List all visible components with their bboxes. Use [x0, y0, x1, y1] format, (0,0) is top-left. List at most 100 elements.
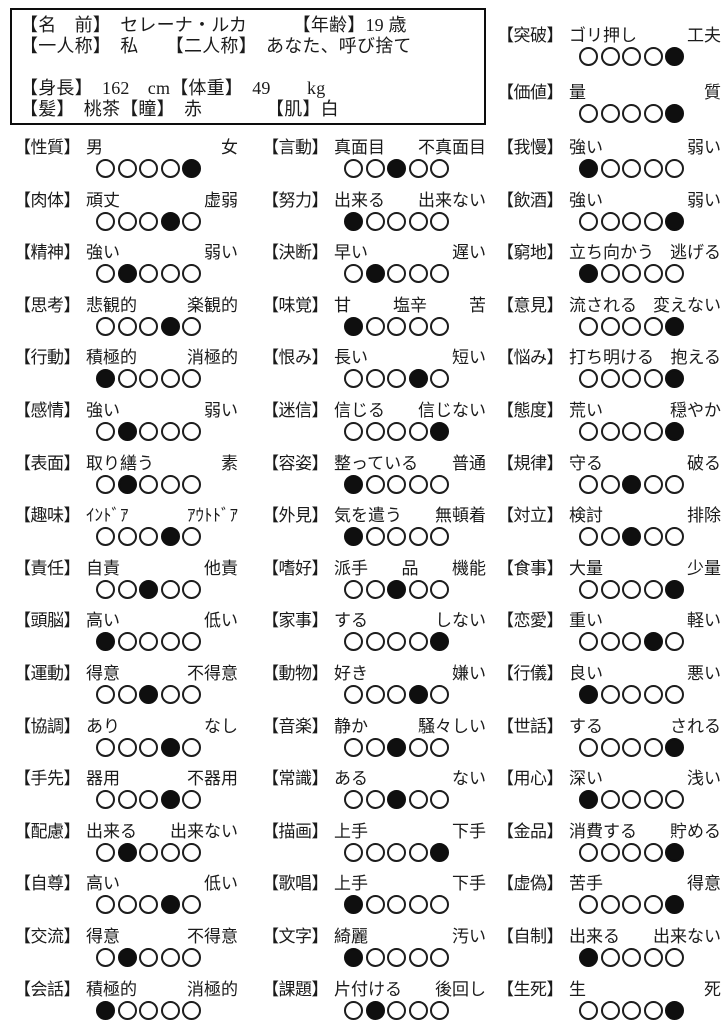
rating-scale — [579, 421, 721, 441]
trait-scale-words: 検討 排除 — [569, 506, 721, 526]
rating-dot-empty-icon — [665, 632, 684, 652]
rating-dot-empty-icon — [96, 737, 115, 757]
rating-dot-empty-icon — [365, 737, 385, 757]
rating-dot-empty-icon — [600, 103, 620, 123]
trait-word: 強い — [86, 400, 120, 420]
trait-label: 【自制】 — [497, 926, 564, 946]
rating-dot-empty-icon — [182, 421, 201, 441]
rating-dot-empty-icon — [622, 1000, 641, 1020]
trait-scale: ゴリ押し 工夫 — [569, 26, 721, 66]
trait-row: 【動物】 好き 嫌い — [262, 664, 492, 707]
trait-word: 派手 — [334, 558, 368, 578]
trait-scale-words: 上手 下手 — [334, 822, 486, 842]
rating-dot-empty-icon — [643, 369, 663, 389]
trait-scale: 自責 他責 — [86, 559, 238, 599]
rating-dot-empty-icon — [139, 790, 158, 810]
trait-scale: 荒い 穏やか — [569, 401, 721, 441]
trait-label: 【容姿】 — [262, 453, 329, 473]
trait-scale-words: 上手 下手 — [334, 874, 486, 894]
trait-scale-words: 打ち明ける 抱える — [569, 348, 721, 368]
rating-dot-filled-icon — [408, 684, 428, 704]
trait-word: 高い — [86, 874, 120, 894]
rating-dot-empty-icon — [665, 947, 684, 967]
trait-word: 穏やか — [670, 400, 721, 420]
trait-scale-words: 強い 弱い — [86, 243, 238, 263]
rating-dot-empty-icon — [365, 369, 385, 389]
rating-dot-empty-icon — [600, 790, 620, 810]
rating-dot-empty-icon — [139, 421, 158, 441]
rating-dot-empty-icon — [665, 159, 684, 178]
rating-dot-empty-icon — [408, 421, 428, 441]
trait-word: 浅い — [687, 769, 721, 789]
trait-word: 整っている — [334, 453, 419, 473]
rating-dot-empty-icon — [160, 684, 180, 704]
trait-word: 弱い — [204, 243, 238, 263]
trait-scale-words: ｲﾝﾄﾞｱ ｱｳﾄﾄﾞｱ — [86, 506, 238, 526]
rating-dot-empty-icon — [160, 421, 180, 441]
rating-scale — [579, 211, 721, 231]
trait-label: 【配慮】 — [14, 821, 81, 841]
rating-dot-empty-icon — [643, 947, 663, 967]
trait-scale-words: 消費する 貯める — [569, 822, 721, 842]
rating-dot-empty-icon — [182, 632, 201, 652]
trait-word: 出来る — [86, 821, 137, 841]
trait-scale: 静か 騒々しい — [334, 717, 486, 757]
trait-word: 取り繕う — [86, 453, 154, 473]
trait-row: 【協調】 あり なし — [14, 717, 244, 760]
trait-scale: ｲﾝﾄﾞｱ ｱｳﾄﾄﾞｱ — [86, 506, 238, 547]
trait-word: 工夫 — [687, 26, 721, 45]
rating-dot-filled-icon — [139, 684, 158, 704]
trait-scale: 積極的 消極的 — [86, 348, 238, 389]
rating-dot-empty-icon — [408, 316, 428, 336]
trait-word: 弱い — [687, 190, 721, 210]
trait-scale-words: 荒い 穏やか — [569, 401, 721, 421]
rating-dot-empty-icon — [579, 1000, 598, 1020]
rating-dot-empty-icon — [387, 264, 406, 284]
trait-scale-words: ゴリ押し 工夫 — [569, 26, 721, 46]
rating-scale — [96, 159, 238, 178]
rating-dot-empty-icon — [96, 842, 115, 862]
rating-dot-empty-icon — [600, 211, 620, 231]
trait-word: 出来ない — [418, 190, 486, 210]
trait-scale: 長い 短い — [334, 348, 486, 389]
rating-dot-empty-icon — [579, 579, 598, 599]
rating-dot-empty-icon — [600, 579, 620, 599]
trait-label: 【歌唱】 — [262, 874, 329, 894]
rating-dot-empty-icon — [139, 264, 158, 284]
rating-dot-empty-icon — [643, 737, 663, 757]
rating-dot-filled-icon — [344, 211, 363, 231]
rating-dot-empty-icon — [96, 316, 115, 336]
rating-dot-filled-icon — [96, 369, 115, 389]
rating-dot-empty-icon — [622, 211, 641, 231]
rating-dot-filled-icon — [430, 421, 449, 441]
trait-word: 質 — [704, 82, 721, 102]
rating-dot-empty-icon — [579, 369, 598, 389]
rating-dot-empty-icon — [182, 527, 201, 547]
trait-word: 良い — [569, 663, 603, 683]
rating-dot-empty-icon — [387, 842, 406, 862]
rating-dot-empty-icon — [117, 527, 137, 547]
rating-dot-empty-icon — [117, 579, 137, 599]
rating-dot-empty-icon — [430, 369, 449, 389]
rating-dot-empty-icon — [96, 421, 115, 441]
trait-word: 弱い — [204, 400, 238, 420]
rating-dot-empty-icon — [643, 895, 663, 915]
rating-dot-empty-icon — [139, 632, 158, 652]
rating-scale — [96, 421, 238, 441]
trait-scale-words: 片付ける 後回し — [334, 980, 486, 1000]
trait-scale-words: 長い 短い — [334, 348, 486, 368]
trait-row: 【性質】男女 — [14, 138, 244, 181]
trait-scale-words: 良い 悪い — [569, 664, 721, 684]
rating-dot-empty-icon — [96, 474, 115, 494]
rating-dot-filled-icon — [160, 316, 180, 336]
trait-word: する — [569, 716, 603, 736]
trait-label: 【恨み】 — [262, 348, 329, 368]
trait-row: 【課題】 片付ける 後回し — [262, 980, 492, 1023]
rating-dot-empty-icon — [160, 474, 180, 494]
trait-scale: 検討 排除 — [569, 506, 721, 547]
rating-dot-empty-icon — [622, 737, 641, 757]
rating-dot-empty-icon — [643, 159, 663, 178]
rating-dot-filled-icon — [365, 264, 385, 284]
rating-scale — [96, 737, 238, 757]
trait-word: 悲観的 — [86, 295, 137, 315]
